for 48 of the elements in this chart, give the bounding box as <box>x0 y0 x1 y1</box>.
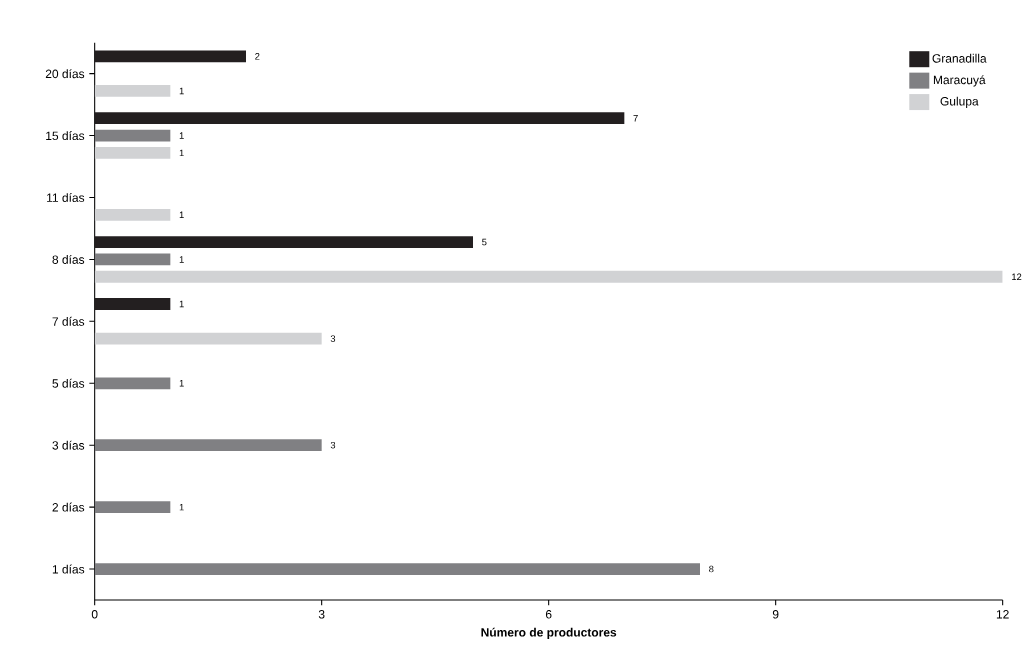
data-label: 7 <box>633 115 638 122</box>
bar <box>94 298 171 311</box>
x-tick-label: 9 <box>772 610 779 619</box>
data-label: 1 <box>179 380 184 387</box>
bar <box>94 112 625 125</box>
bar <box>94 253 171 266</box>
y-tick-label: 5 días <box>52 378 85 388</box>
bar <box>94 236 474 249</box>
data-label: 1 <box>179 504 184 511</box>
x-tick-label: 12 <box>996 610 1009 619</box>
y-tick-label: 11 días <box>47 193 85 203</box>
data-label: 12 <box>1012 273 1022 281</box>
bar <box>94 147 171 159</box>
legend-label: Maracuyá <box>933 75 986 87</box>
bar <box>94 85 171 98</box>
bar <box>94 501 171 514</box>
x-tick-label: 6 <box>545 610 552 619</box>
data-label: 8 <box>709 565 714 573</box>
data-label: 1 <box>179 211 184 219</box>
bar <box>94 209 171 221</box>
data-label: 1 <box>179 300 184 308</box>
bar <box>94 129 171 142</box>
bar <box>94 332 322 345</box>
bar <box>94 563 700 576</box>
y-tick-label: 1 días <box>52 564 85 574</box>
legend-label: Granadilla <box>932 54 987 63</box>
data-label: 1 <box>179 149 184 157</box>
bar <box>94 271 1003 283</box>
data-label: 1 <box>179 256 184 263</box>
y-tick-label: 8 días <box>52 255 85 265</box>
data-label: 5 <box>482 238 487 246</box>
bar <box>94 377 171 390</box>
bar <box>94 50 247 63</box>
data-label: 3 <box>330 335 336 343</box>
x-tick-label: 0 <box>91 610 98 619</box>
x-axis-title: Número de productores <box>481 627 617 640</box>
x-tick-label: 3 <box>318 610 325 619</box>
y-tick-label: 20 días <box>45 69 85 79</box>
data-label: 3 <box>330 442 336 449</box>
y-tick-label: 7 días <box>52 317 85 326</box>
y-tick-label: 15 días <box>46 131 85 141</box>
y-tick-label: 2 días <box>52 502 85 512</box>
data-label: 2 <box>255 53 260 60</box>
legend-label: Gulupa <box>940 96 979 109</box>
data-label: 1 <box>179 87 184 95</box>
data-label: 1 <box>179 132 184 139</box>
bar <box>94 439 322 452</box>
y-tick-label: 3 días <box>52 440 85 450</box>
